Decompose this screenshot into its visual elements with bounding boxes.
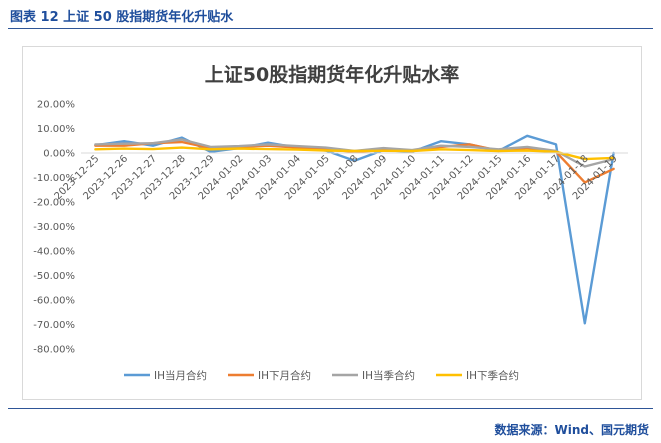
y-tick-label: 20.00%: [37, 100, 75, 111]
figure-caption: 图表 12 上证 50 股指期货年化升贴水: [10, 10, 234, 25]
y-tick-label: -80.00%: [33, 345, 75, 356]
series-line-1: [94, 134, 615, 325]
legend-item: IH当月合约: [124, 369, 207, 382]
y-tick-label: -10.00%: [33, 173, 75, 184]
y-tick-label: -60.00%: [33, 296, 75, 307]
legend-label: IH下月合约: [258, 369, 311, 382]
source-note: 数据来源：Wind、国元期货: [494, 423, 649, 437]
y-tick-label: -30.00%: [33, 222, 75, 233]
legend: IH当月合约 IH下月合约 IH当季合约 IH下季合约: [124, 369, 519, 382]
y-tick-label: -40.00%: [33, 247, 75, 258]
y-tick-label: 10.00%: [37, 124, 75, 135]
chart-frame: 上证50股指期货年化升贴水率 20.00% 10.00% 0.00% -10.00% -…: [22, 46, 642, 400]
legend-item: IH当季合约: [332, 369, 415, 382]
legend-label: IH当月合约: [154, 369, 207, 382]
y-tick-label: -20.00%: [33, 198, 75, 209]
legend-label: IH当季合约: [362, 369, 415, 382]
legend-label: IH下季合约: [466, 369, 519, 382]
bottom-rule: [8, 408, 653, 409]
chart-title: 上证50股指期货年化升贴水率: [205, 63, 459, 86]
y-axis: 20.00% 10.00% 0.00% -10.00% -20.00% -30.00% -4…: [33, 100, 75, 356]
top-rule: [8, 28, 653, 29]
plot-area: [94, 134, 615, 325]
legend-item: IH下季合约: [436, 369, 519, 382]
x-axis: 2023-12-252023-12-262023-12-272023-12-28…: [53, 152, 628, 202]
legend-item: IH下月合约: [228, 369, 311, 382]
line-chart: 上证50股指期货年化升贴水率 20.00% 10.00% 0.00% -10.00% -…: [33, 63, 628, 382]
y-tick-label: 0.00%: [43, 149, 75, 160]
y-tick-label: -70.00%: [33, 320, 75, 331]
series-line-4: [94, 146, 615, 161]
y-tick-label: -50.00%: [33, 271, 75, 282]
